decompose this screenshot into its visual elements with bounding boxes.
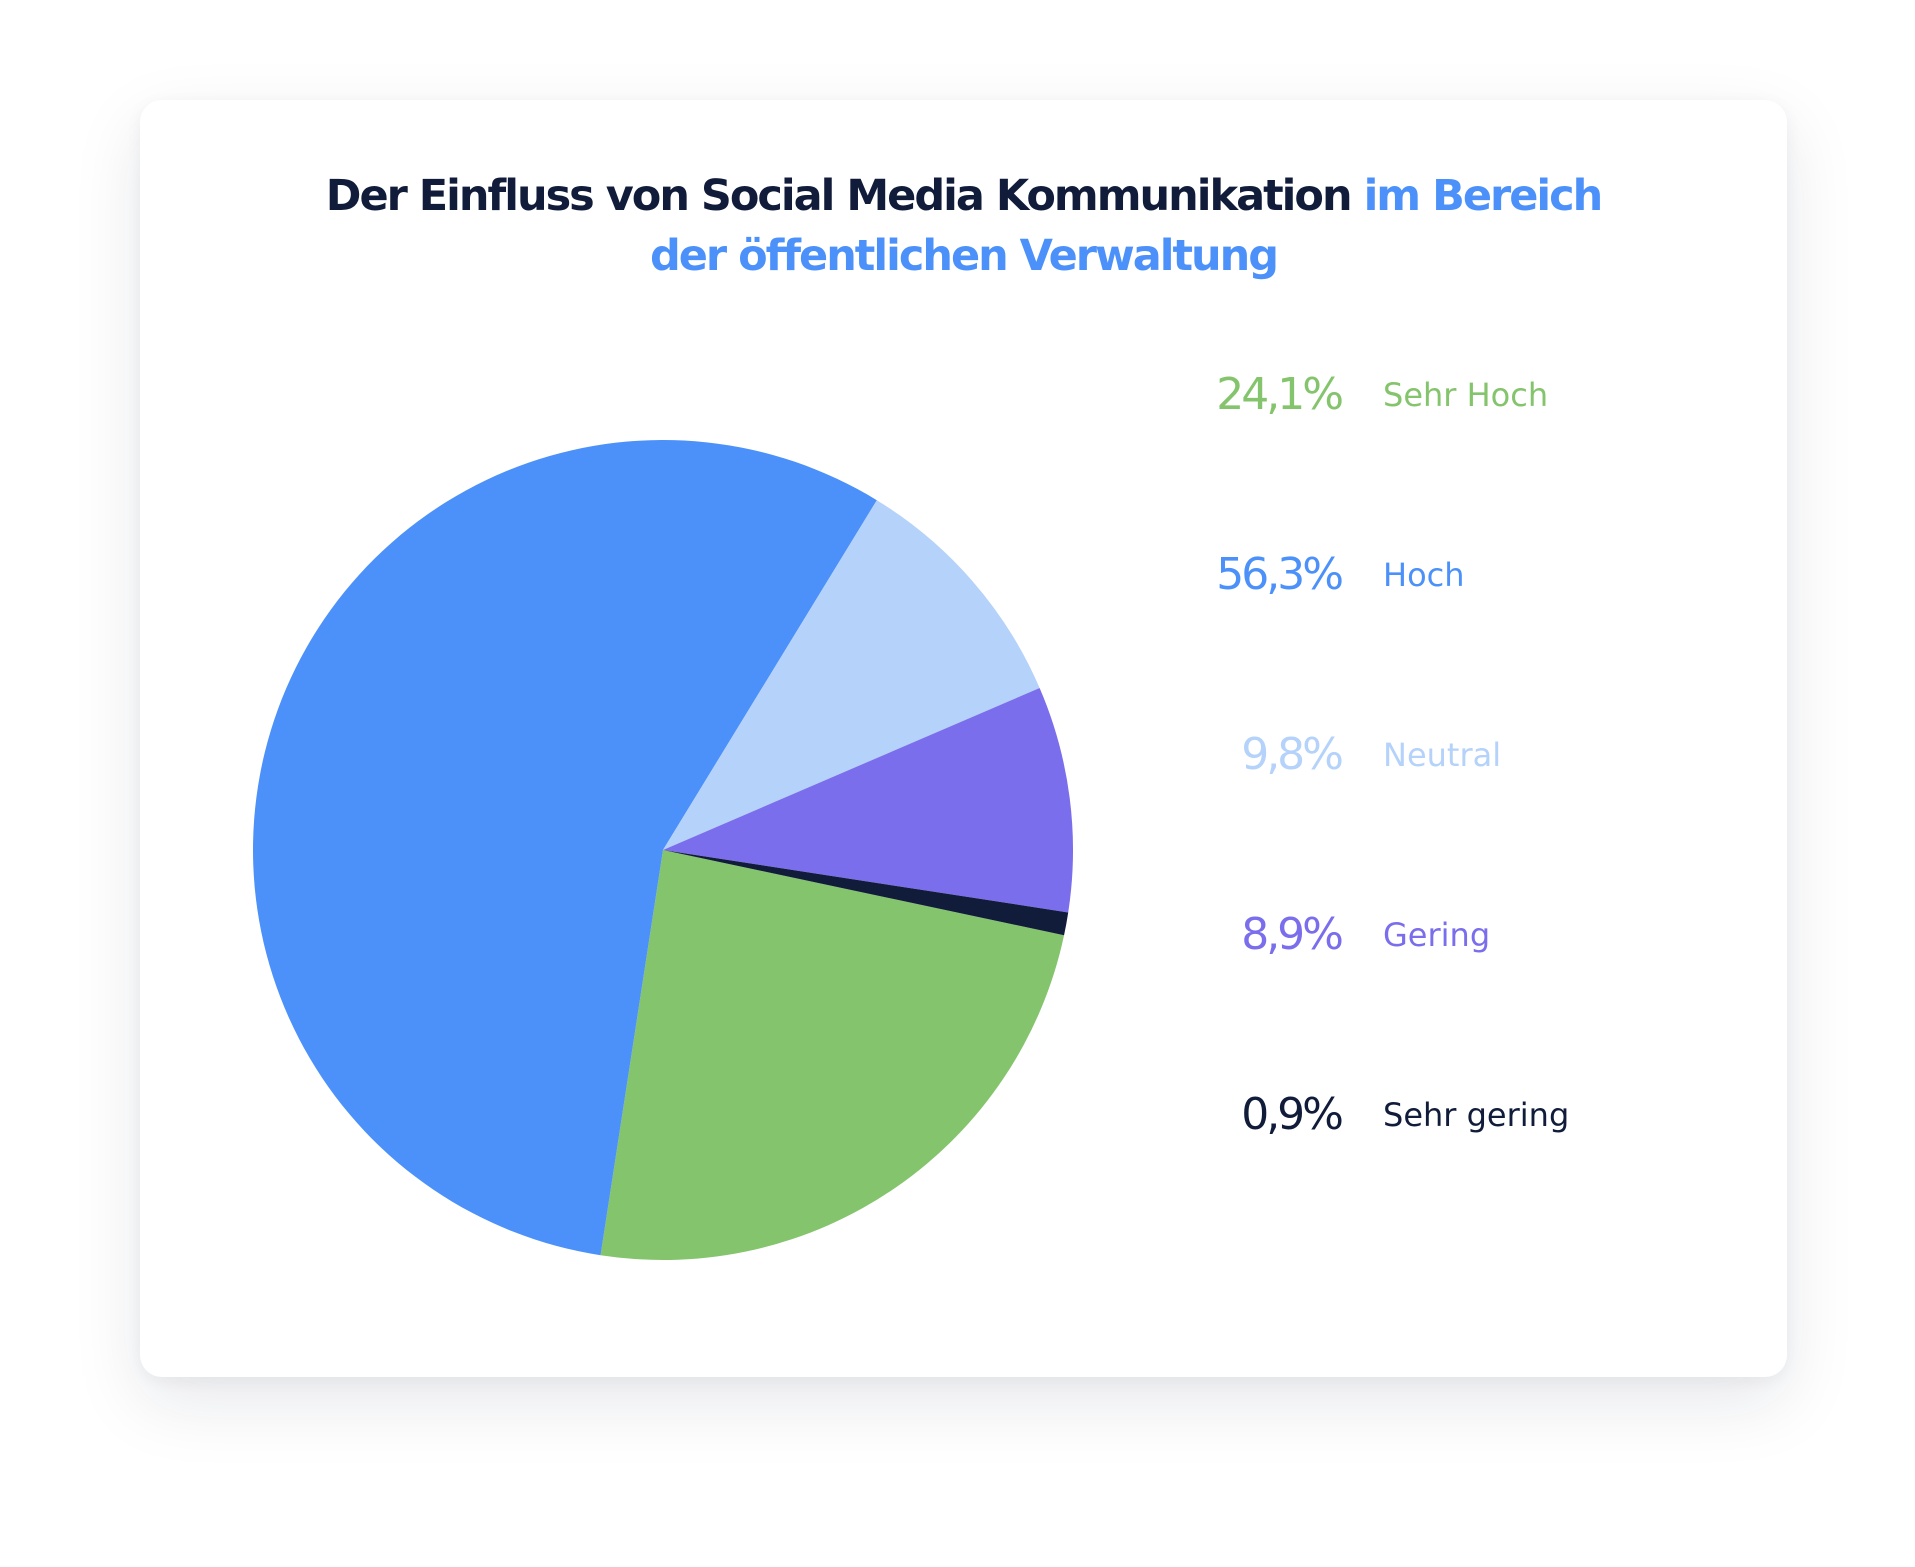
legend-item: 56,3% Hoch — [1100, 545, 1660, 605]
title-accent-part-1: im Bereich — [1363, 171, 1604, 221]
legend-item: 24,1% Sehr Hoch — [1100, 365, 1660, 425]
legend-label: Sehr Hoch — [1383, 376, 1549, 414]
legend-item: 8,9% Gering — [1100, 905, 1660, 965]
pie-chart — [252, 439, 1073, 1260]
legend-label: Neutral — [1383, 736, 1502, 774]
pie-slice-sehr-hoch — [600, 850, 1065, 1260]
legend-value: 9,8% — [1241, 729, 1344, 780]
chart-title: Der Einfluss von Social Media Kommunikat… — [140, 166, 1787, 286]
legend-item: 9,8% Neutral — [1100, 725, 1660, 785]
legend-label: Sehr gering — [1383, 1096, 1570, 1134]
legend-item: 0,9% Sehr gering — [1100, 1085, 1660, 1145]
pie-slice-neutral — [663, 500, 1040, 850]
legend-value: 24,1% — [1216, 369, 1344, 420]
legend-value: 56,3% — [1216, 549, 1344, 600]
title-dark-part: Der Einfluss von Social Media Kommunikat… — [325, 171, 1353, 221]
title-accent-part-2: der öffentlichen Verwaltung — [649, 231, 1279, 281]
legend-value: 0,9% — [1241, 1089, 1344, 1140]
chart-card: Der Einfluss von Social Media Kommunikat… — [140, 100, 1787, 1377]
legend-label: Gering — [1383, 916, 1491, 954]
pie-slice-hoch — [252, 439, 877, 1256]
pie-slice-gering — [663, 687, 1073, 913]
pie-slice-sehr-gering — [663, 850, 1069, 936]
legend-label: Hoch — [1383, 556, 1465, 594]
legend-value: 8,9% — [1241, 909, 1344, 960]
